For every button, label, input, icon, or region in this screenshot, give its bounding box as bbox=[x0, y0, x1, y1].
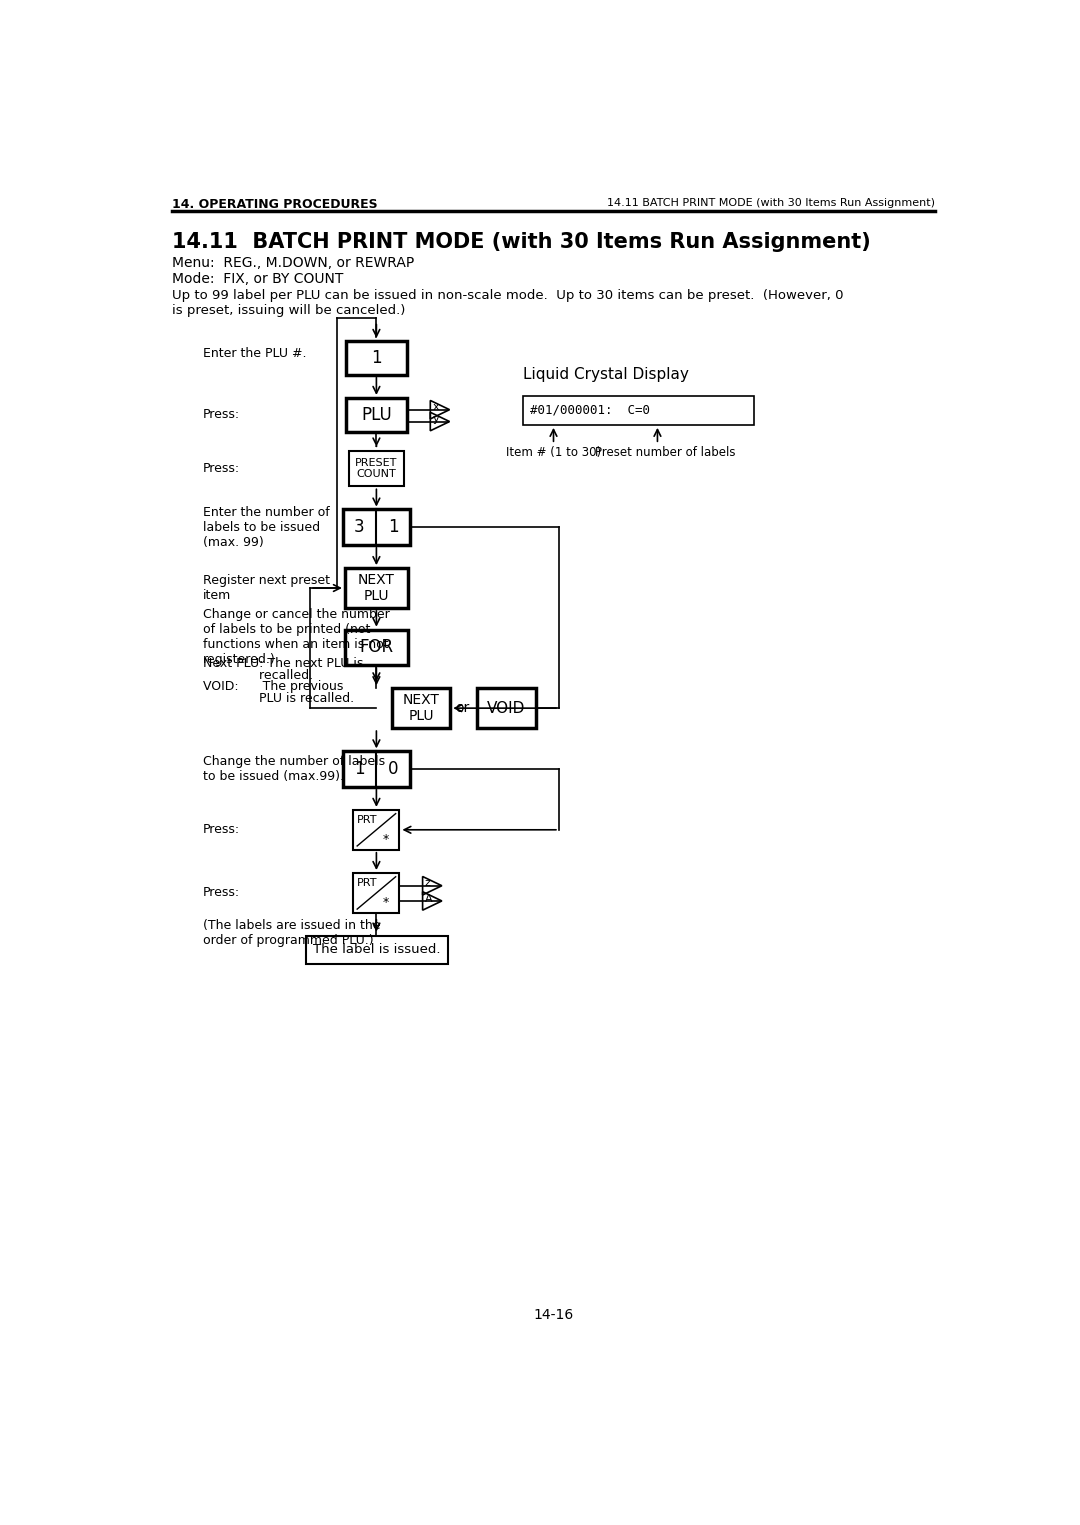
Text: #01/000001:  C=0: #01/000001: C=0 bbox=[530, 404, 650, 416]
Bar bbox=[345, 630, 408, 665]
Bar bbox=[345, 567, 408, 608]
Text: Next PLU: The next PLU is: Next PLU: The next PLU is bbox=[203, 657, 364, 671]
Text: y: y bbox=[433, 415, 440, 424]
Text: (The labels are issued in the
order of programmed PLU.): (The labels are issued in the order of p… bbox=[203, 920, 380, 947]
Bar bbox=[346, 342, 407, 375]
Text: x: x bbox=[433, 403, 440, 412]
Text: 0: 0 bbox=[388, 759, 399, 778]
Bar bbox=[353, 810, 400, 849]
Text: 1: 1 bbox=[354, 759, 365, 778]
Text: NEXT
PLU: NEXT PLU bbox=[357, 573, 395, 602]
Text: Item # (1 to 30): Item # (1 to 30) bbox=[505, 447, 602, 459]
Text: PRT: PRT bbox=[356, 814, 377, 825]
Text: Press:: Press: bbox=[203, 824, 240, 836]
Bar bbox=[477, 688, 536, 727]
Bar bbox=[353, 872, 400, 913]
Text: 1: 1 bbox=[388, 518, 399, 537]
Bar bbox=[306, 936, 448, 964]
Text: Press:: Press: bbox=[203, 886, 240, 900]
Text: Enter the number of
labels to be issued
(max. 99): Enter the number of labels to be issued … bbox=[203, 506, 329, 549]
Text: PLU is recalled.: PLU is recalled. bbox=[203, 692, 354, 705]
Bar bbox=[342, 752, 410, 787]
Bar bbox=[342, 509, 410, 544]
Text: Preset number of labels: Preset number of labels bbox=[595, 447, 735, 459]
Text: recalled.: recalled. bbox=[203, 669, 313, 682]
Text: Change the number of labels
to be issued (max.99).: Change the number of labels to be issued… bbox=[203, 755, 386, 782]
Text: 3: 3 bbox=[354, 518, 365, 537]
Text: VOID:      The previous: VOID: The previous bbox=[203, 680, 343, 694]
Text: Mode:  FIX, or BY COUNT: Mode: FIX, or BY COUNT bbox=[173, 271, 343, 285]
Text: is preset, issuing will be canceled.): is preset, issuing will be canceled.) bbox=[173, 303, 406, 317]
Bar bbox=[349, 451, 404, 486]
Text: Up to 99 label per PLU can be issued in non-scale mode.  Up to 30 items can be p: Up to 99 label per PLU can be issued in … bbox=[173, 290, 843, 302]
Text: The label is issued.: The label is issued. bbox=[312, 944, 441, 956]
Text: PLU: PLU bbox=[361, 406, 392, 424]
Text: 14. OPERATING PROCEDURES: 14. OPERATING PROCEDURES bbox=[173, 198, 378, 212]
Text: Liquid Crystal Display: Liquid Crystal Display bbox=[523, 368, 689, 383]
Bar bbox=[346, 398, 407, 432]
Bar bbox=[523, 395, 754, 425]
Text: NEXT
PLU: NEXT PLU bbox=[403, 692, 440, 723]
Text: *: * bbox=[382, 897, 389, 909]
Text: PRT: PRT bbox=[356, 878, 377, 888]
Text: z: z bbox=[424, 878, 431, 889]
Text: Press:: Press: bbox=[203, 462, 240, 476]
Text: A: A bbox=[424, 894, 432, 904]
Text: 14.11  BATCH PRINT MODE (with 30 Items Run Assignment): 14.11 BATCH PRINT MODE (with 30 Items Ru… bbox=[173, 232, 872, 252]
Text: *: * bbox=[382, 833, 389, 846]
Text: FOR: FOR bbox=[360, 639, 393, 656]
Text: Menu:  REG., M.DOWN, or REWRAP: Menu: REG., M.DOWN, or REWRAP bbox=[173, 256, 415, 270]
Text: or: or bbox=[455, 702, 469, 715]
Bar bbox=[392, 688, 450, 727]
Text: PRESET
COUNT: PRESET COUNT bbox=[355, 458, 397, 479]
Text: Press:: Press: bbox=[203, 409, 240, 421]
Text: VOID: VOID bbox=[487, 700, 526, 715]
Text: Register next preset
item: Register next preset item bbox=[203, 573, 330, 602]
Text: Enter the PLU #.: Enter the PLU #. bbox=[203, 348, 307, 360]
Text: 1: 1 bbox=[372, 349, 381, 368]
Text: 14.11 BATCH PRINT MODE (with 30 Items Run Assignment): 14.11 BATCH PRINT MODE (with 30 Items Ru… bbox=[607, 198, 934, 209]
Text: 14-16: 14-16 bbox=[534, 1308, 573, 1322]
Text: Change or cancel the number
of labels to be printed (not
functions when an item : Change or cancel the number of labels to… bbox=[203, 608, 390, 666]
